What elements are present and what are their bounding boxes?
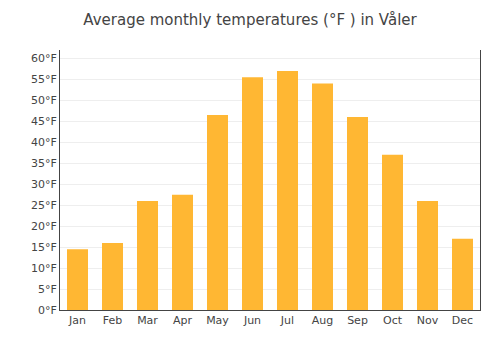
svg-text:Nov: Nov: [417, 314, 439, 327]
svg-text:15°F: 15°F: [31, 241, 57, 254]
svg-text:40°F: 40°F: [31, 136, 57, 149]
svg-text:Dec: Dec: [452, 314, 473, 327]
svg-text:10°F: 10°F: [31, 262, 57, 275]
svg-text:55°F: 55°F: [31, 73, 57, 86]
svg-text:Oct: Oct: [383, 314, 403, 327]
svg-text:35°F: 35°F: [31, 157, 57, 170]
svg-text:0°F: 0°F: [38, 304, 57, 317]
svg-text:Jan: Jan: [68, 314, 86, 327]
svg-text:Aug: Aug: [312, 314, 333, 327]
svg-text:60°F: 60°F: [31, 52, 57, 65]
svg-text:Average monthly temperatures (: Average monthly temperatures (°F ) in Vå…: [83, 11, 417, 29]
svg-text:Mar: Mar: [137, 314, 158, 327]
svg-text:Jun: Jun: [243, 314, 261, 327]
svg-text:Apr: Apr: [173, 314, 193, 327]
svg-text:30°F: 30°F: [31, 178, 57, 191]
svg-text:50°F: 50°F: [31, 94, 57, 107]
svg-text:45°F: 45°F: [31, 115, 57, 128]
svg-text:25°F: 25°F: [31, 199, 57, 212]
svg-text:5°F: 5°F: [38, 283, 57, 296]
svg-text:May: May: [206, 314, 229, 327]
svg-text:Sep: Sep: [347, 314, 368, 327]
svg-text:Jul: Jul: [280, 314, 294, 327]
svg-text:20°F: 20°F: [31, 220, 57, 233]
svg-text:Feb: Feb: [103, 314, 122, 327]
